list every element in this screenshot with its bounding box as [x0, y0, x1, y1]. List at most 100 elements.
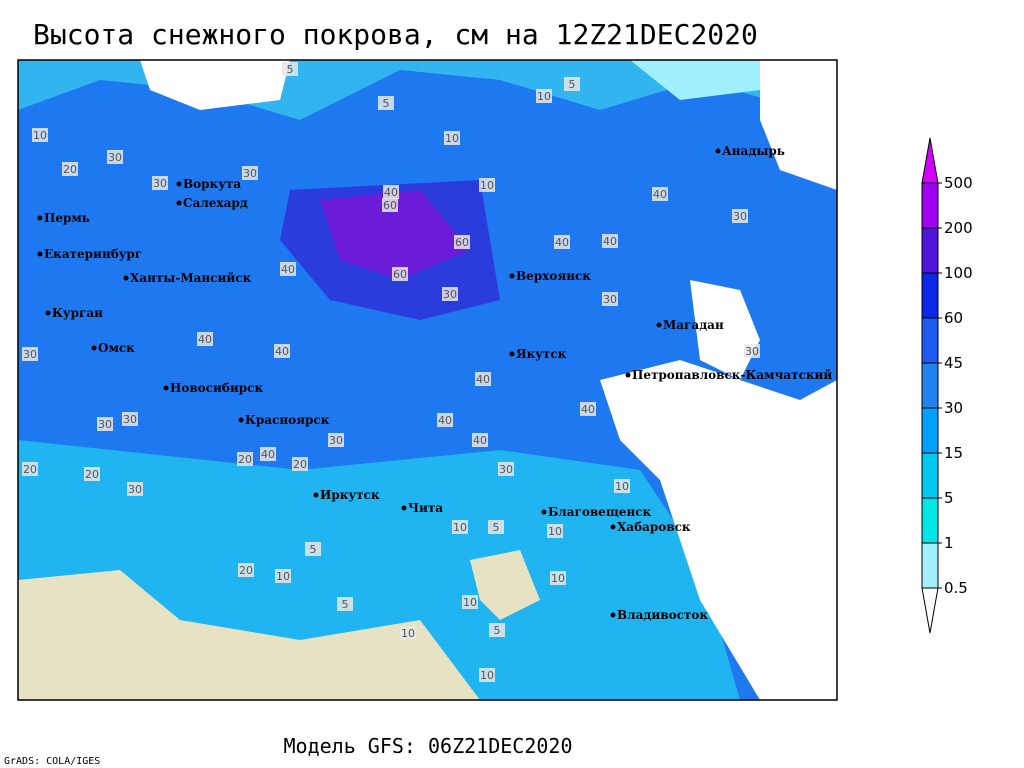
- contour-label: 40: [281, 263, 295, 276]
- city-dot: [656, 322, 662, 328]
- contour-label: 20: [238, 453, 252, 466]
- city-label: Анадырь: [722, 144, 785, 158]
- contour-label-box: [550, 571, 566, 585]
- city-label: Екатеринбург: [44, 247, 142, 261]
- contour-label: 5: [569, 78, 576, 91]
- contour-label: 30: [153, 177, 167, 190]
- contour-label-box: [382, 198, 398, 212]
- contour-label-box: [32, 128, 48, 142]
- contour-label-box: [437, 413, 453, 427]
- city-dot: [91, 345, 97, 351]
- contour-label-box: [442, 287, 458, 301]
- contour-label: 10: [615, 480, 629, 493]
- contour-label: 10: [276, 570, 290, 583]
- contour-label-box: [282, 62, 298, 76]
- contour-label: 30: [123, 413, 137, 426]
- contour-label-box: [84, 467, 100, 481]
- contour-label: 5: [342, 598, 349, 611]
- legend-box: [921, 362, 939, 409]
- contour-label: 10: [453, 521, 467, 534]
- contour-label: 40: [555, 236, 569, 249]
- contour-label: 5: [310, 543, 317, 556]
- city-label: Чита: [408, 501, 443, 515]
- legend-label: 45: [944, 354, 963, 372]
- city-label: Благовещенск: [548, 505, 652, 519]
- contour-label-box: [22, 347, 38, 361]
- no-snow-south: [18, 570, 480, 700]
- contour-label: 5: [494, 624, 501, 637]
- contour-label-box: [498, 462, 514, 476]
- pacific-ocean: [600, 360, 837, 700]
- contour-label: 30: [499, 463, 513, 476]
- city-label: Омск: [98, 341, 135, 355]
- legend-box: [921, 407, 939, 454]
- contour-label-box: [652, 187, 668, 201]
- contour-label-box: [383, 185, 399, 199]
- deepest-snow: [320, 190, 470, 280]
- legend-label: 200: [944, 219, 973, 237]
- contour-label-box: [732, 209, 748, 223]
- contour-label-box: [489, 623, 505, 637]
- contour-label: 60: [383, 199, 397, 212]
- contour-label: 10: [551, 572, 565, 585]
- contour-label-box: [580, 402, 596, 416]
- contour-label-box: [462, 595, 478, 609]
- city-dot: [509, 351, 515, 357]
- contour-label-box: [274, 344, 290, 358]
- contour-label-box: [280, 262, 296, 276]
- legend-box: [921, 452, 939, 499]
- contour-label-box: [479, 178, 495, 192]
- city-label: Пермь: [44, 211, 90, 225]
- city-label: Новосибирск: [170, 381, 263, 395]
- map: [17, 59, 838, 701]
- contour-label: 20: [63, 163, 77, 176]
- barents-sea: [140, 60, 290, 110]
- contour-label-box: [237, 452, 253, 466]
- city-dot: [541, 509, 547, 515]
- contour-label: 60: [455, 236, 469, 249]
- contour-label: 30: [108, 151, 122, 164]
- contour-label: 30: [443, 288, 457, 301]
- contour-label-box: [238, 563, 254, 577]
- contour-label: 30: [128, 483, 142, 496]
- contour-label: 40: [198, 333, 212, 346]
- contour-label: 40: [473, 434, 487, 447]
- city-label: Ханты-Мансийск: [130, 271, 252, 285]
- contour-label: 30: [98, 418, 112, 431]
- contour-label-box: [122, 412, 138, 426]
- city-dot: [123, 275, 129, 281]
- city-dot: [715, 148, 721, 154]
- legend-box: [921, 542, 939, 589]
- city-dot: [163, 385, 169, 391]
- city-dot: [509, 273, 515, 279]
- city-label: Якутск: [516, 347, 567, 361]
- no-snow-patch: [470, 550, 540, 620]
- contour-label: 40: [384, 186, 398, 199]
- title: Высота снежного покрова, см на 12Z21DEC2…: [33, 18, 758, 51]
- contour-label: 40: [261, 448, 275, 461]
- contour-label-box: [602, 292, 618, 306]
- legend-box: [921, 182, 939, 229]
- contour-label: 20: [239, 564, 253, 577]
- contour-label: 30: [243, 167, 257, 180]
- contour-label: 10: [401, 627, 415, 640]
- contour-label: 40: [603, 235, 617, 248]
- contour-label-box: [305, 542, 321, 556]
- legend-box: [921, 272, 939, 319]
- city-dot: [176, 181, 182, 187]
- contour-label-box: [536, 89, 552, 103]
- city-dot: [37, 215, 43, 221]
- city-label: Салехард: [183, 196, 248, 210]
- legend-label: 1: [944, 534, 954, 552]
- city-label: Хабаровск: [617, 520, 691, 534]
- contour-label-box: [488, 520, 504, 534]
- contour-label-box: [744, 344, 760, 358]
- legend-box: [921, 497, 939, 544]
- city-label: Курган: [52, 306, 103, 320]
- contour-label-box: [479, 668, 495, 682]
- city-dot: [610, 612, 616, 618]
- contour-label: 5: [287, 63, 294, 76]
- contour-label: 30: [603, 293, 617, 306]
- contour-label: 10: [33, 129, 47, 142]
- city-dot: [238, 417, 244, 423]
